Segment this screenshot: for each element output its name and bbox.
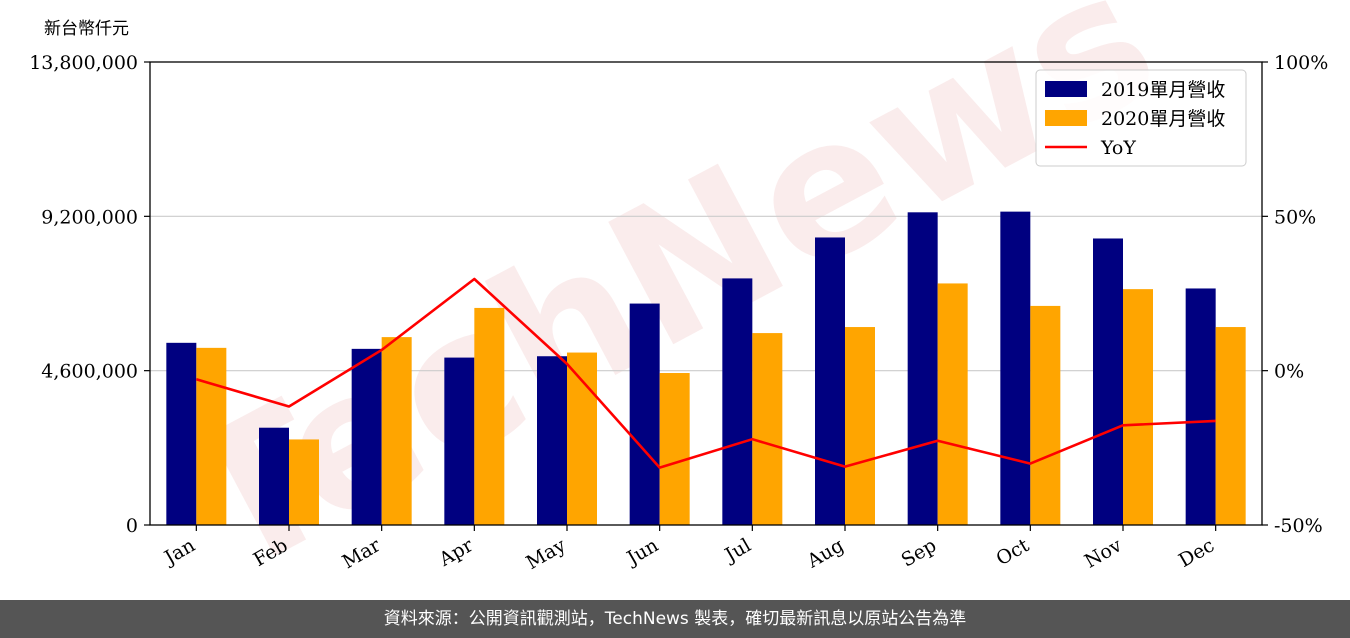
grid-lines: [150, 215, 1262, 372]
x-tick-label: Sep: [898, 534, 941, 571]
bar-2020: [845, 327, 875, 525]
y2-tick-label: 100%: [1274, 52, 1328, 74]
plot-frame: [149, 61, 1263, 526]
bar-2019: [166, 342, 197, 525]
legend-label: 2019單月營收: [1101, 79, 1225, 101]
bar-2019: [907, 212, 938, 525]
bar-2020: [289, 439, 319, 525]
x-tick-label: Dec: [1175, 534, 1218, 572]
legend-label: 2020單月營收: [1101, 108, 1225, 130]
y2-tick-label: 0%: [1274, 361, 1304, 383]
legend-label: YoY: [1100, 137, 1136, 159]
bar-2020: [659, 373, 690, 525]
x-tick-label: Jun: [622, 534, 663, 570]
y-tick-label: 9,200,000: [41, 206, 138, 228]
x-tick-label: Jul: [720, 534, 755, 567]
bar-2019: [537, 356, 567, 525]
bar-2019: [1185, 288, 1216, 525]
legend-box: [1035, 69, 1247, 167]
bar-2019: [259, 427, 289, 525]
bar-2019: [1000, 211, 1031, 525]
bar-2020: [752, 333, 783, 525]
source-footer: 資料來源：公開資訊觀測站，TechNews 製表，確切最新訊息以原站公告為準: [0, 600, 1350, 638]
y2-tick-label: -50%: [1274, 515, 1323, 537]
bar-2019: [351, 348, 382, 525]
bar-2020: [381, 337, 412, 525]
x-tick-label: Nov: [1081, 534, 1126, 573]
bar-2019: [1093, 238, 1123, 525]
legend: 2019單月營收 2020單月營收 YoY: [1035, 69, 1247, 167]
y-tick-label: 13,800,000: [29, 52, 138, 74]
bar-2019: [444, 357, 475, 525]
x-tick-label: May: [523, 534, 570, 574]
y2-tick-label: 50%: [1274, 206, 1316, 228]
y-axis-unit-label: 新台幣仟元: [44, 19, 129, 39]
x-tick-label: Aug: [803, 534, 848, 573]
legend-swatch-0: [1045, 81, 1087, 97]
legend-swatch-1: [1045, 110, 1087, 126]
x-tick-label: Oct: [993, 534, 1034, 570]
y-tick-label: 4,600,000: [41, 361, 138, 383]
yoy-line-layer: [195, 277, 1216, 469]
bar-2020: [567, 352, 597, 525]
y-tick-label: 0: [126, 515, 138, 537]
bar-2019: [722, 278, 753, 525]
yoy-line: [195, 277, 1216, 469]
bar-2020: [937, 283, 968, 525]
bar-2020: [474, 307, 505, 525]
bar-2019: [629, 303, 660, 525]
bar-2020: [1123, 289, 1153, 525]
bar-2020: [1030, 305, 1061, 525]
x-tick-label: Apr: [435, 534, 478, 571]
revenue-chart: TechNews 04,600,0009,200,00013,800,000-5…: [29, 0, 1328, 600]
bar-2019: [815, 237, 845, 526]
x-tick-label: Jan: [159, 534, 199, 570]
bar-2020: [1215, 327, 1246, 525]
bars: [166, 211, 1246, 526]
bar-2020: [196, 347, 227, 525]
